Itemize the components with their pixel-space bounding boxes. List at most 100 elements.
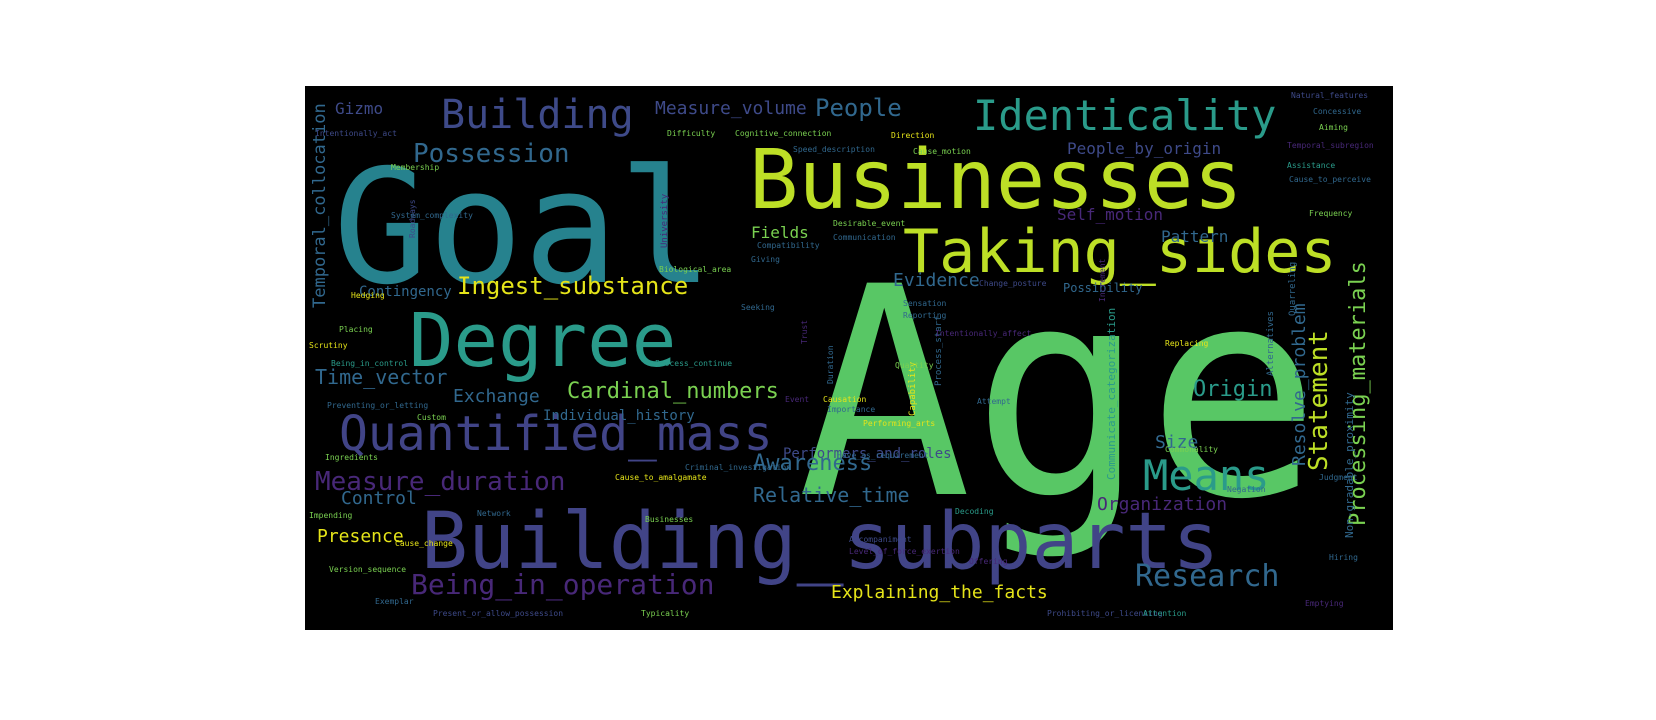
word: Cause_to_amalgamate: [615, 473, 707, 482]
word: Businesses: [749, 133, 1243, 228]
word: Increment: [1098, 258, 1107, 302]
word: Assistance: [1287, 161, 1335, 170]
word: Being_in_operation: [411, 568, 714, 602]
word: Commonality: [1165, 445, 1218, 454]
word: Cause_motion: [913, 147, 971, 156]
word: Resolve_problem: [1289, 303, 1310, 466]
word: Judgment: [1319, 473, 1358, 482]
word: Attention: [1143, 609, 1187, 618]
word: Sensation: [903, 299, 947, 308]
word: Ingest_substance: [457, 272, 688, 300]
word: Awareness: [753, 451, 872, 476]
word: Size: [1155, 432, 1198, 453]
word: Pattern: [1161, 227, 1228, 246]
word: Relative_time: [753, 483, 910, 507]
word: Emptying: [1305, 599, 1344, 608]
word: Possibility: [1063, 281, 1142, 295]
word: Criminal_investigation: [685, 463, 791, 472]
word: Exemplar: [375, 597, 414, 606]
word: Communicate_categorization: [1105, 308, 1118, 480]
word: Means: [1143, 451, 1269, 500]
word: Process_start: [934, 316, 944, 386]
word: Speed_description: [793, 145, 875, 154]
word: Ingredients: [325, 453, 378, 462]
word: Offering: [969, 557, 1008, 566]
word: Decoding: [955, 507, 994, 516]
word: Time_vector: [315, 365, 447, 389]
word: Preventing_or_letting: [327, 401, 428, 410]
word: Cardinal_numbers: [567, 379, 779, 404]
word: System_complexity: [391, 211, 473, 220]
word: Intentionally_act: [315, 129, 397, 138]
word: Cognitive_connection: [735, 129, 832, 138]
word: Degree: [409, 298, 676, 384]
word: Duration: [826, 345, 835, 384]
word: Custom: [417, 413, 446, 422]
word: Typicality: [641, 609, 689, 618]
word: Performers_and_roles: [783, 446, 952, 462]
word: Non-gradable_proximity: [1343, 392, 1356, 538]
word-cloud-canvas: Age Goal Businesses Building_subparts De…: [309, 91, 1374, 618]
word: Building_subparts: [421, 497, 1219, 587]
word: Quantified_mass: [339, 406, 772, 462]
word: Cause_change: [395, 539, 453, 548]
word: Age: [797, 226, 1321, 563]
word: Quantity: [895, 361, 934, 370]
word: Temporal_collocation: [310, 103, 330, 308]
word: Replacing: [1165, 339, 1209, 348]
word: Quarreling: [1288, 262, 1298, 316]
word: Capability: [908, 361, 918, 416]
word: Communication: [833, 233, 896, 242]
word: Seeking: [741, 303, 775, 312]
word-cloud: Age Goal Businesses Building_subparts De…: [305, 86, 1393, 630]
word: Placing: [339, 325, 373, 334]
word: People: [815, 94, 902, 122]
word: Measure_volume: [655, 98, 807, 119]
word: Trust: [800, 320, 809, 344]
word: Hedging: [351, 291, 385, 300]
word: Scrutiny: [309, 341, 348, 350]
word: People_by_origin: [1067, 139, 1221, 158]
word: Building: [441, 92, 634, 138]
word: Measure_duration: [315, 467, 565, 497]
word: Reporting: [903, 311, 947, 320]
word: Biological_area: [659, 265, 731, 274]
word: Importance: [827, 405, 875, 414]
word: Impending: [309, 511, 353, 520]
word: Process_continue: [655, 359, 732, 368]
word: Statement: [1304, 330, 1334, 471]
word: Performing_arts: [863, 419, 935, 428]
word: Have_as_requirement: [837, 451, 929, 460]
word: Fields: [751, 223, 809, 242]
word: Present_or_allow_possession: [433, 609, 563, 618]
word: Cause_to_perceive: [1289, 175, 1371, 184]
word: Control: [341, 488, 417, 509]
word: Taking_sides: [903, 217, 1336, 287]
word: Version_sequence: [329, 565, 406, 574]
word: Network: [477, 509, 511, 518]
word: Origin: [1193, 377, 1272, 402]
word: Compatibility: [757, 241, 820, 250]
word: Possession: [413, 139, 570, 169]
word: Attempt: [977, 397, 1011, 406]
word: Processing_materials: [1346, 261, 1371, 526]
word: Negation: [1227, 485, 1266, 494]
word: Self_motion: [1057, 205, 1163, 224]
word: Aiming: [1319, 123, 1348, 132]
word: Individual_history: [543, 408, 695, 424]
word: Difficulty: [667, 129, 715, 138]
word: Alternatives: [1266, 311, 1276, 376]
word: Giving: [751, 255, 780, 264]
word: Contingency: [359, 284, 452, 300]
word: Desirable_event: [833, 219, 905, 228]
word: Change_posture: [979, 279, 1047, 288]
word: Organization: [1097, 494, 1227, 515]
word: Goal: [333, 136, 714, 320]
word: Causation: [823, 395, 867, 404]
word: Frequency: [1309, 209, 1353, 218]
word: Presence: [317, 526, 404, 547]
word: Concessive: [1313, 107, 1361, 116]
word: Being_in_control: [331, 359, 408, 368]
word: Explaining_the_facts: [831, 582, 1048, 603]
word: Businesses: [645, 515, 693, 524]
